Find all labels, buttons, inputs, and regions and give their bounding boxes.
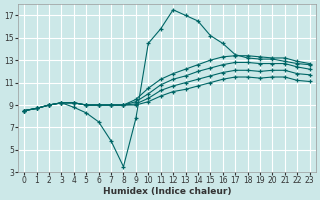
X-axis label: Humidex (Indice chaleur): Humidex (Indice chaleur) bbox=[103, 187, 231, 196]
